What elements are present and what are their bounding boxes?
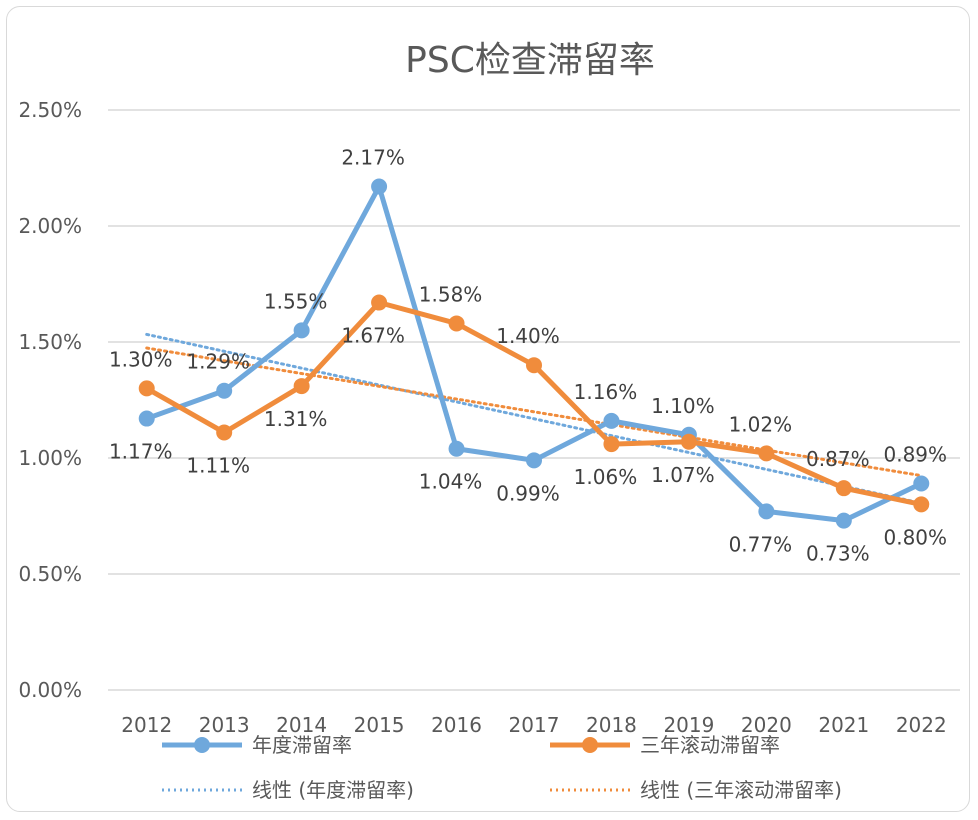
- y-tick-label: 2.50%: [18, 98, 82, 122]
- data-label: 1.40%: [496, 324, 560, 348]
- data-point: [371, 178, 388, 195]
- trendline: [145, 332, 923, 505]
- x-tick-label: 2012: [121, 713, 172, 737]
- data-point: [448, 440, 465, 457]
- data-point: [680, 433, 697, 450]
- data-label: 1.67%: [341, 324, 405, 348]
- data-label: 1.04%: [419, 470, 483, 494]
- data-point: [758, 445, 775, 462]
- data-point: [835, 512, 852, 529]
- x-tick-label: 2022: [896, 713, 947, 737]
- data-label: 1.10%: [651, 394, 715, 418]
- x-tick-label: 2021: [818, 713, 869, 737]
- legend: 年度滞留率 三年滚动滞留率 线性 (年度滞留率) 线性 (三年滚动滞留率): [162, 733, 842, 802]
- x-tick-label: 2017: [509, 713, 560, 737]
- x-axis-ticks: 2012 2013 2014 2015 2016 2017 2018 2019 2020 2021…: [121, 713, 946, 737]
- trendline: [145, 346, 923, 478]
- data-point: [138, 410, 155, 427]
- x-tick-label: 2019: [663, 713, 714, 737]
- data-point: [216, 424, 233, 441]
- y-axis-ticks: 0.00% 0.50% 1.00% 1.50% 2.00% 2.50%: [18, 98, 82, 702]
- data-labels: 1.17% 1.29% 1.55% 2.17% 1.04% 0.99% 1.16% 1.10%…: [109, 146, 947, 566]
- y-tick-label: 1.50%: [18, 330, 82, 354]
- data-label: 2.17%: [341, 146, 405, 170]
- legend-marker-annual: [194, 737, 210, 753]
- data-label: 1.07%: [651, 463, 715, 487]
- data-label: 1.16%: [574, 380, 638, 404]
- legend-label-trend-rolling: 线性 (三年滚动滞留率): [640, 778, 842, 802]
- x-tick-label: 2018: [586, 713, 637, 737]
- data-label: 0.87%: [806, 447, 870, 471]
- data-label: 1.02%: [729, 412, 793, 436]
- x-tick-label: 2014: [276, 713, 327, 737]
- data-point: [913, 475, 930, 492]
- y-tick-label: 0.50%: [18, 562, 82, 586]
- data-point: [526, 452, 542, 469]
- data-label: 0.80%: [883, 525, 947, 549]
- data-point: [293, 378, 310, 395]
- y-tick-label: 2.00%: [18, 214, 82, 238]
- data-point: [603, 412, 620, 429]
- x-tick-label: 2020: [741, 713, 792, 737]
- data-point: [371, 294, 388, 311]
- data-point: [835, 480, 852, 497]
- chart-title: PSC检查滞留率: [405, 40, 655, 81]
- legend-label-rolling: 三年滚动滞留率: [640, 733, 780, 757]
- data-label: 1.17%: [109, 440, 173, 464]
- legend-marker-rolling: [582, 737, 598, 753]
- legend-label-trend-annual: 线性 (年度滞留率): [252, 778, 414, 802]
- y-tick-label: 1.00%: [18, 446, 82, 470]
- data-label: 1.11%: [186, 453, 250, 477]
- data-label: 1.55%: [264, 289, 328, 313]
- trendlines: [145, 332, 923, 505]
- data-label: 1.06%: [574, 465, 638, 489]
- data-label: 0.77%: [729, 532, 793, 556]
- data-label: 1.29%: [186, 350, 250, 374]
- legend-label-annual: 年度滞留率: [252, 733, 352, 757]
- y-tick-label: 0.00%: [18, 678, 82, 702]
- data-point: [526, 357, 542, 374]
- x-tick-label: 2015: [354, 713, 405, 737]
- data-label: 0.73%: [806, 542, 870, 566]
- x-tick-label: 2013: [199, 713, 250, 737]
- data-point: [913, 496, 930, 513]
- data-label: 1.58%: [419, 282, 483, 306]
- data-point: [138, 380, 155, 397]
- data-point: [758, 503, 775, 520]
- data-point: [448, 315, 465, 332]
- x-tick-label: 2016: [431, 713, 482, 737]
- data-point: [216, 382, 233, 399]
- data-label: 0.89%: [883, 443, 947, 467]
- data-label: 1.30%: [109, 347, 173, 371]
- series-points: [138, 178, 930, 529]
- data-label: 0.99%: [496, 481, 560, 505]
- data-point: [293, 322, 310, 339]
- data-label: 1.31%: [264, 407, 328, 431]
- gridlines: [108, 109, 960, 691]
- data-point: [603, 436, 620, 453]
